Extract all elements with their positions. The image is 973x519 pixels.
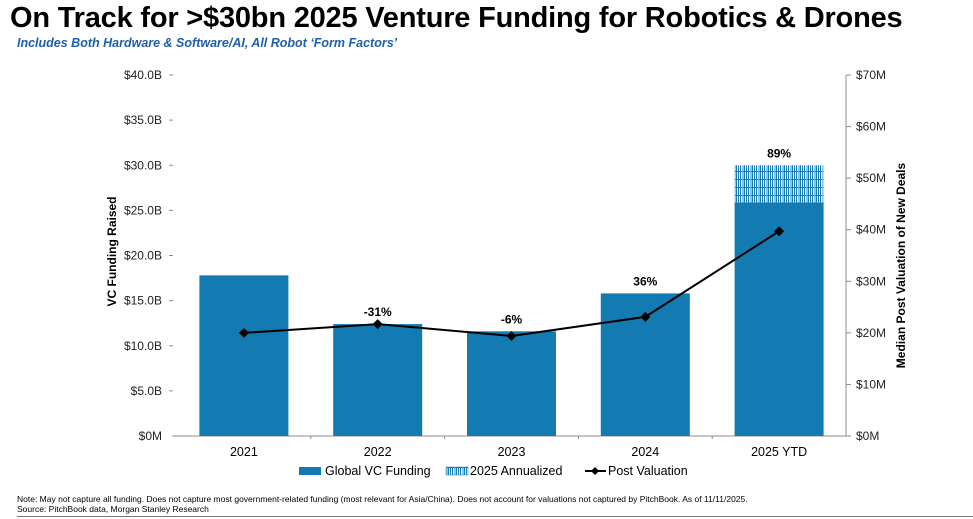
post-valuation-marker (506, 330, 517, 341)
chart-title: On Track for >$30bn 2025 Venture Funding… (10, 2, 903, 34)
legend-swatch-global-vc-funding (299, 467, 321, 475)
bar-2025-annualized (734, 165, 824, 203)
legend-label-global-vc-funding: Global VC Funding (325, 464, 431, 478)
y-tick-label: $15.0B (124, 294, 162, 308)
post-valuation-marker (640, 311, 651, 322)
post-valuation-marker (238, 327, 249, 338)
y-axis-title: VC Funding Raised (105, 196, 119, 306)
y2-tick-label: $0M (856, 429, 879, 443)
x-tick-label: 2022 (364, 445, 392, 459)
y2-tick-label: $10M (856, 377, 886, 391)
bar-global-vc-funding (199, 275, 289, 436)
y-tick-label: $25.0B (124, 203, 162, 217)
bar-data-label: 36% (633, 274, 657, 288)
bar-global-vc-funding (734, 202, 824, 436)
footnote-note: Note: May not capture all funding. Does … (17, 494, 748, 504)
y-tick-label: $40.0B (124, 68, 162, 82)
x-tick-label: 2025 YTD (751, 445, 807, 459)
y2-tick-label: $60M (856, 120, 886, 134)
bar-data-label: -6% (501, 312, 523, 326)
post-valuation-marker (372, 319, 383, 330)
bar-data-label: -31% (364, 305, 392, 319)
bar-data-label: 89% (767, 146, 791, 160)
y-tick-label: $20.0B (124, 249, 162, 263)
y-tick-label: $5.0B (131, 384, 162, 398)
y-tick-label: $35.0B (124, 113, 162, 127)
bar-global-vc-funding (333, 324, 423, 436)
bar-global-vc-funding (467, 331, 556, 436)
y2-tick-label: $50M (856, 171, 886, 185)
footer-divider (17, 516, 973, 517)
y2-tick-label: $30M (856, 274, 886, 288)
legend-label-2025-annualized: 2025 Annualized (470, 464, 562, 478)
x-tick-label: 2023 (498, 445, 526, 459)
y2-tick-label: $70M (856, 68, 886, 82)
legend-label-post-valuation: Post Valuation (608, 464, 688, 478)
y-tick-label: $30.0B (124, 158, 162, 172)
chart-subtitle: Includes Both Hardware & Software/AI, Al… (17, 36, 398, 50)
post-valuation-marker (774, 226, 785, 237)
y-tick-label: $10.0B (124, 339, 162, 353)
footnote-source: Source: PitchBook data, Morgan Stanley R… (17, 504, 209, 514)
legend-swatch-2025-annualized (445, 466, 469, 476)
x-tick-label: 2024 (631, 445, 659, 459)
legend-swatch-post-valuation-marker (591, 467, 599, 475)
y-tick-label: $0M (139, 429, 162, 443)
y2-tick-label: $20M (856, 326, 886, 340)
footnote: Note: May not capture all funding. Does … (17, 494, 748, 514)
y2-axis-title: Median Post Valuation of New Deals (894, 162, 908, 368)
y2-tick-label: $40M (856, 223, 886, 237)
x-tick-label: 2021 (230, 445, 258, 459)
